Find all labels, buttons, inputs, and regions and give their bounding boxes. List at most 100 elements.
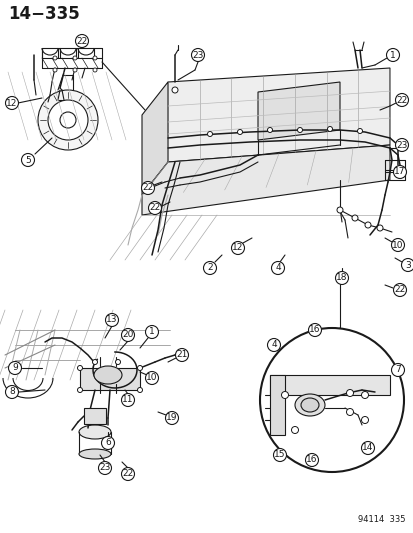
Circle shape: [273, 448, 286, 462]
Circle shape: [171, 87, 178, 93]
Circle shape: [53, 56, 57, 60]
Circle shape: [141, 182, 154, 195]
Circle shape: [92, 359, 97, 365]
Text: 8: 8: [9, 387, 15, 397]
Circle shape: [361, 392, 368, 399]
Text: 16: 16: [306, 456, 317, 464]
Bar: [84, 408, 106, 424]
Text: 22: 22: [122, 470, 133, 479]
Circle shape: [191, 49, 204, 61]
Circle shape: [75, 35, 88, 47]
Circle shape: [392, 284, 406, 296]
Circle shape: [394, 93, 408, 107]
Circle shape: [346, 408, 353, 416]
Circle shape: [207, 132, 212, 136]
Ellipse shape: [294, 394, 324, 416]
Circle shape: [237, 130, 242, 134]
Text: 6: 6: [105, 439, 111, 448]
Circle shape: [231, 241, 244, 254]
Text: 22: 22: [395, 95, 407, 104]
Circle shape: [297, 127, 302, 133]
Circle shape: [305, 454, 318, 466]
Ellipse shape: [79, 425, 111, 439]
Circle shape: [145, 326, 158, 338]
Polygon shape: [142, 145, 389, 215]
Circle shape: [115, 359, 120, 365]
Circle shape: [361, 416, 368, 424]
Circle shape: [145, 372, 158, 384]
Circle shape: [308, 324, 321, 336]
Text: 4: 4: [275, 263, 280, 272]
Circle shape: [351, 215, 357, 221]
Text: 4: 4: [271, 341, 276, 350]
Circle shape: [364, 222, 370, 228]
Polygon shape: [269, 375, 284, 435]
Circle shape: [346, 390, 353, 397]
Text: 14: 14: [361, 443, 373, 453]
Ellipse shape: [300, 398, 318, 412]
Circle shape: [271, 262, 284, 274]
Circle shape: [327, 126, 332, 132]
Text: 17: 17: [393, 167, 405, 176]
Circle shape: [93, 68, 97, 72]
Text: 9: 9: [12, 364, 18, 373]
Circle shape: [401, 259, 413, 271]
Circle shape: [60, 112, 76, 128]
Text: 94114  335: 94114 335: [358, 515, 405, 524]
Circle shape: [101, 437, 114, 449]
Text: 22: 22: [149, 204, 160, 213]
Circle shape: [77, 387, 82, 392]
Circle shape: [267, 338, 280, 351]
Circle shape: [121, 467, 134, 481]
Circle shape: [376, 225, 382, 231]
Ellipse shape: [79, 449, 111, 459]
Circle shape: [392, 166, 406, 179]
Circle shape: [259, 328, 403, 472]
Text: 5: 5: [25, 156, 31, 165]
Circle shape: [137, 366, 142, 370]
Text: 23: 23: [99, 464, 110, 472]
Text: 18: 18: [335, 273, 347, 282]
Circle shape: [38, 90, 98, 150]
Circle shape: [77, 366, 82, 370]
Circle shape: [53, 68, 57, 72]
Polygon shape: [269, 375, 389, 395]
Circle shape: [391, 364, 404, 376]
Circle shape: [386, 49, 399, 61]
Text: 22: 22: [76, 36, 88, 45]
Text: 21: 21: [176, 351, 187, 359]
Circle shape: [281, 392, 288, 399]
Circle shape: [105, 313, 118, 327]
Bar: [80, 368, 140, 390]
Circle shape: [203, 262, 216, 274]
Circle shape: [73, 56, 77, 60]
Text: 23: 23: [395, 141, 407, 149]
Circle shape: [5, 385, 19, 399]
Circle shape: [336, 207, 342, 213]
Circle shape: [391, 238, 404, 252]
Text: 22: 22: [142, 183, 153, 192]
Text: 22: 22: [394, 286, 405, 295]
Text: 23: 23: [192, 51, 203, 60]
Circle shape: [9, 361, 21, 375]
Circle shape: [175, 349, 188, 361]
Text: 1: 1: [389, 51, 395, 60]
Circle shape: [5, 96, 19, 109]
Polygon shape: [257, 82, 339, 140]
Text: 16: 16: [309, 326, 320, 335]
Circle shape: [48, 100, 88, 140]
Circle shape: [361, 441, 374, 455]
Circle shape: [357, 128, 362, 133]
Text: 2: 2: [206, 263, 212, 272]
Circle shape: [21, 154, 34, 166]
Circle shape: [148, 201, 161, 214]
Text: 12: 12: [6, 99, 18, 108]
Text: 11: 11: [122, 395, 133, 405]
Text: 12: 12: [232, 244, 243, 253]
Circle shape: [335, 271, 348, 285]
Circle shape: [291, 426, 298, 433]
Circle shape: [121, 328, 134, 342]
Text: 13: 13: [106, 316, 117, 325]
Text: 7: 7: [394, 366, 400, 375]
Text: 10: 10: [391, 240, 403, 249]
